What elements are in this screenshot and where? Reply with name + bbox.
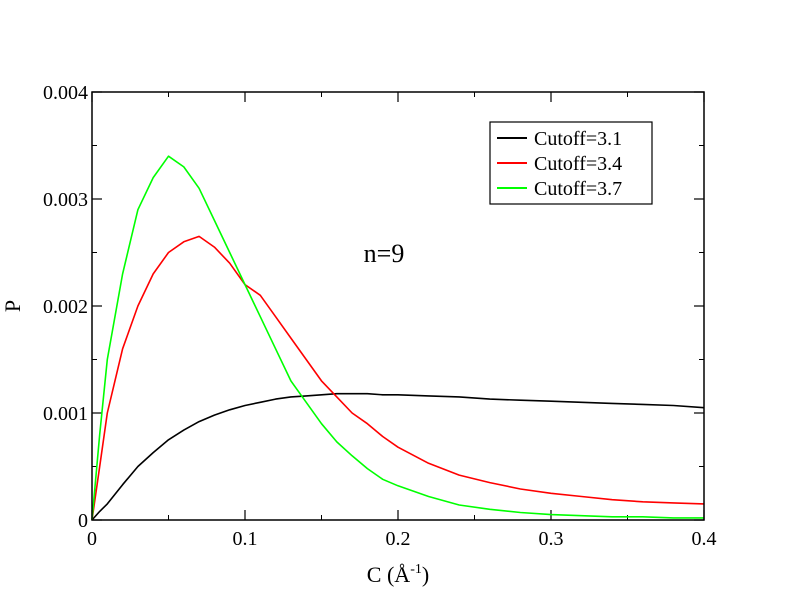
y-tick-label: 0.002 <box>43 296 88 318</box>
annotation-n: n=9 <box>364 239 405 268</box>
plot-frame <box>91 91 705 521</box>
y-tick-label: 0.001 <box>43 403 88 425</box>
x-axis-title-main: C (Å <box>367 562 411 587</box>
series-lines <box>91 155 705 521</box>
x-tick-label: 0.1 <box>233 528 258 550</box>
series-line-3 <box>91 155 704 521</box>
x-axis-title-close: ) <box>422 562 429 587</box>
legend-label-3: Cutoff=3.7 <box>534 178 622 200</box>
legend-label-2: Cutoff=3.4 <box>534 153 622 175</box>
y-axis-title: P <box>0 300 25 312</box>
x-tick-label: 0 <box>87 528 97 550</box>
x-tick-label: 0.3 <box>539 528 564 550</box>
x-axis-title-superscript: -1 <box>410 562 422 577</box>
legend: Cutoff=3.1 Cutoff=3.4 Cutoff=3.7 <box>489 121 653 205</box>
legend-label-1: Cutoff=3.1 <box>534 128 622 150</box>
x-tick-label: 0.2 <box>386 528 411 550</box>
y-tick-label: 0.003 <box>43 189 88 211</box>
y-tick-label: 0 <box>78 510 88 532</box>
tick-labels: 0 0.1 0.2 0.3 0.4 0 0.001 0.002 0.003 0.004 <box>43 82 717 550</box>
y-tick-label: 0.004 <box>43 82 88 104</box>
series-line-2 <box>91 235 705 521</box>
series-line-1 <box>91 392 705 521</box>
x-tick-label: 0.4 <box>692 528 717 550</box>
x-axis-title: C (Å-1) <box>367 562 429 587</box>
